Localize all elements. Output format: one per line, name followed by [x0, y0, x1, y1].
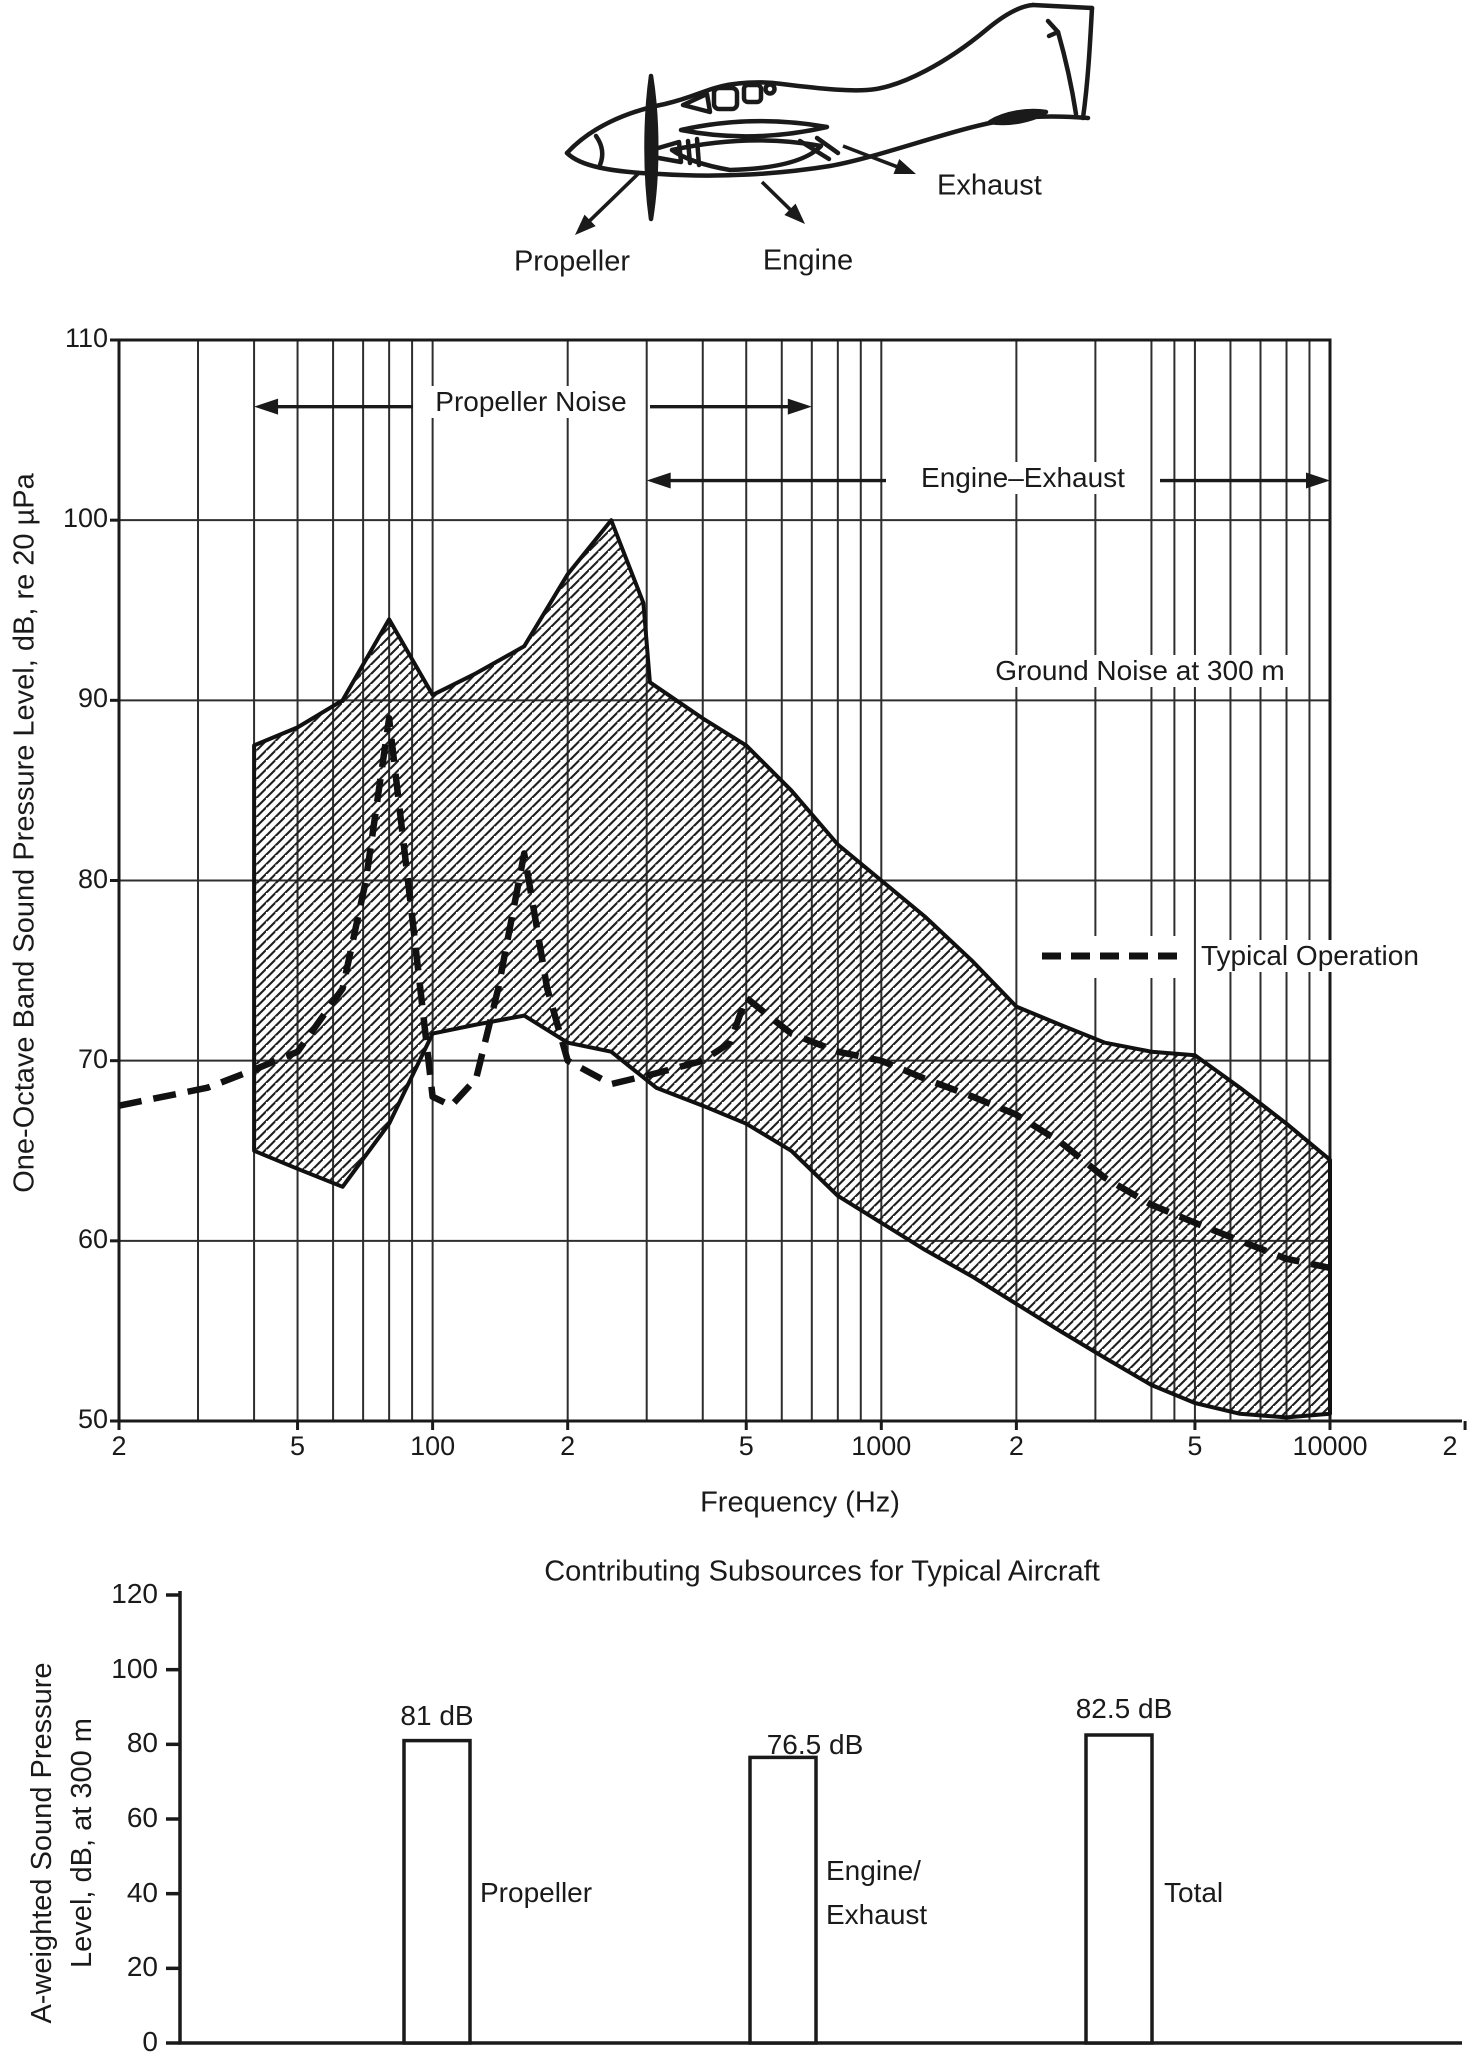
top-chart-x-tick-label: 2 — [560, 1431, 576, 1461]
band-annotation-arrows — [254, 398, 1330, 489]
bar-total — [1084, 1733, 1154, 2045]
aircraft-part-arrows — [575, 144, 916, 235]
top-chart-x-tick-label: 5 — [1187, 1431, 1203, 1461]
engine-nacelle — [669, 138, 824, 173]
bar-value-label-propeller: 81 dB — [400, 1700, 474, 1731]
top-chart-y-tick-label: 110 — [64, 323, 108, 353]
bar-chart-y-tick-label: 100 — [111, 1652, 158, 1684]
top-chart-x-tick-label: 1000 — [851, 1431, 912, 1461]
fin-top — [1030, 2, 1095, 11]
bar-propeller — [402, 1738, 472, 2045]
bar-chart-y-axis-title-line1: A-weighted Sound Pressure — [26, 1662, 58, 2024]
bar-chart-y-tick-label: 60 — [126, 1802, 158, 1833]
aircraft-label-propeller: Propeller — [513, 245, 631, 278]
top-chart-x-tick-label: 10000 — [1292, 1431, 1368, 1461]
bar-value-label-total: 82.5 dB — [1075, 1693, 1173, 1724]
bar-chart-axes — [166, 1591, 1462, 2045]
bar-category-label: Propeller — [480, 1877, 593, 1908]
annotation-engine-exhaust: Engine–Exhaust — [916, 462, 1130, 494]
annotation-propeller-noise: Propeller Noise — [430, 386, 632, 418]
typical-operation-curve — [118, 715, 1331, 1272]
horizontal-stabilizer — [987, 108, 1049, 126]
aircraft-label-exhaust: Exhaust — [937, 169, 1042, 202]
cabin-window-1 — [711, 85, 740, 112]
nose-seam — [593, 133, 605, 168]
top-chart-y-tick-label: 60 — [77, 1223, 108, 1254]
windshield — [680, 91, 713, 115]
top-chart-x-tick-label: 2 — [1008, 1431, 1024, 1461]
fin-trailing-edge — [1080, 5, 1095, 121]
bar-engine-exhaust — [748, 1755, 818, 2045]
bar-chart-y-tick-label: 0 — [142, 2026, 158, 2057]
top-chart-y-tick-label: 90 — [77, 683, 108, 714]
legend-typical-operation-label: Typical Operation — [1196, 940, 1424, 972]
top-chart-y-axis-title: One-Octave Band Sound Pressure Level, dB… — [8, 473, 41, 1193]
top-chart-y-tick-label: 70 — [77, 1043, 108, 1074]
wing — [678, 118, 830, 139]
bar-chart-title: Contributing Subsources for Typical Airc… — [544, 1555, 1100, 1588]
octave-band-chart — [110, 338, 1467, 1430]
top-chart-x-tick-label: 2 — [111, 1431, 127, 1461]
nacelle-rings — [685, 136, 702, 168]
top-chart-x-tick-label: 5 — [290, 1431, 306, 1461]
annotation-ground-noise: Ground Noise at 300 m — [990, 655, 1290, 687]
bar-chart-y-tick-label: 80 — [126, 1727, 158, 1759]
bar-category-label: Engine/ Exhaust — [826, 1855, 928, 1930]
exhaust-stub — [797, 135, 841, 162]
top-chart-x-tick-label: 2 — [1442, 1431, 1458, 1461]
top-chart-x-axis-title: Frequency (Hz) — [700, 1486, 900, 1519]
bar-chart-y-tick-label: 20 — [126, 1951, 158, 1983]
bar-category-label: Total — [1164, 1877, 1224, 1908]
ground-noise-envelope — [252, 518, 1332, 1420]
cabin-window-2 — [741, 82, 764, 105]
fuselage-top-line — [564, 2, 1036, 156]
propeller-blade — [644, 73, 659, 222]
bar-value-label-engine-exhaust: 76.5 dB — [766, 1729, 864, 1760]
top-chart-y-tick-label: 100 — [62, 503, 108, 534]
rudder-hinge — [1055, 29, 1079, 117]
bar-chart-y-tick-label: 120 — [111, 1578, 158, 1609]
bar-chart — [166, 1591, 1462, 2045]
cabin-window-3 — [763, 82, 777, 96]
top-chart-y-tick-label: 80 — [77, 863, 108, 894]
top-chart-y-tick-label: 50 — [77, 1404, 108, 1434]
top-chart-x-tick-label: 100 — [410, 1431, 456, 1461]
bar-chart-y-tick-label: 40 — [126, 1876, 158, 1908]
aircraft-label-engine: Engine — [762, 244, 854, 277]
top-chart-x-tick-label: 5 — [738, 1431, 754, 1461]
